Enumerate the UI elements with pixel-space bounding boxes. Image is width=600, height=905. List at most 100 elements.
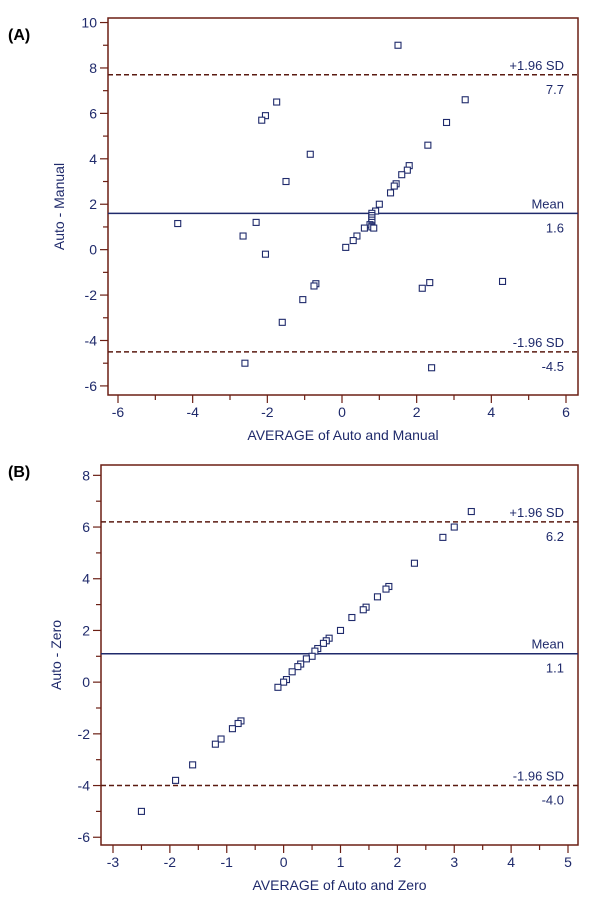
x-tick-label: -1 xyxy=(221,854,234,870)
data-point xyxy=(394,41,402,49)
panel-label: (B) xyxy=(8,464,30,481)
x-tick-label: 3 xyxy=(450,854,458,870)
data-point xyxy=(137,807,145,815)
y-tick-label: 2 xyxy=(89,196,97,212)
data-point xyxy=(261,250,270,258)
mean-label: Mean xyxy=(531,637,564,652)
data-point xyxy=(299,296,307,304)
data-point xyxy=(359,606,367,614)
y-tick-label: 0 xyxy=(89,242,97,258)
x-tick-label: 1 xyxy=(337,854,345,870)
data-point xyxy=(308,652,316,660)
plot-frame xyxy=(107,17,579,396)
chart-panel-a: (A) -6 -4 -2 0 2 4 6 8 10 -6 -4 -2 0 2 4 6 AVERAGE of Aut… xyxy=(8,15,579,443)
data-point xyxy=(252,218,260,226)
data-point xyxy=(278,318,286,326)
lower-limit-label: -1.96 SD xyxy=(513,335,564,350)
y-tick-label: -2 xyxy=(85,287,98,303)
y-tick-label: -4 xyxy=(85,332,98,348)
y-tick-label: -4 xyxy=(78,778,91,794)
y-tick-label: 8 xyxy=(89,60,97,76)
data-point xyxy=(353,232,361,240)
x-tick-label: 2 xyxy=(393,854,401,870)
data-point xyxy=(370,224,378,232)
x-tick-label: 2 xyxy=(413,404,421,420)
y-tick-label: -6 xyxy=(85,378,98,394)
data-point xyxy=(424,141,432,149)
data-point xyxy=(172,776,180,784)
data-point xyxy=(274,683,282,691)
y-tick-label: -6 xyxy=(78,829,91,845)
data-point xyxy=(273,98,281,106)
data-point xyxy=(410,559,418,567)
y-tick-label: 6 xyxy=(89,105,97,121)
x-tick-label: -3 xyxy=(107,854,120,870)
data-point xyxy=(428,364,436,372)
data-point xyxy=(390,182,398,190)
x-tick-label: -6 xyxy=(112,404,125,420)
plot-frame xyxy=(100,464,579,846)
x-tick-label: -4 xyxy=(186,404,199,420)
data-point xyxy=(467,507,475,516)
y-tick-label: 4 xyxy=(89,151,97,167)
upper-limit-value-label: 7.7 xyxy=(546,82,564,97)
data-point xyxy=(228,725,236,733)
data-point xyxy=(373,593,382,601)
x-tick-label: 5 xyxy=(564,854,572,870)
x-tick-label: 4 xyxy=(487,404,495,420)
data-point xyxy=(382,585,390,593)
data-point xyxy=(282,177,290,186)
y-tick-label: 4 xyxy=(82,571,90,587)
y-axis-title: Auto - Zero xyxy=(48,620,64,690)
x-tick-label: 0 xyxy=(280,854,288,870)
upper-limit-label: +1.96 SD xyxy=(509,505,564,520)
data-point xyxy=(288,668,296,676)
lower-limit-value-label: -4.0 xyxy=(542,793,564,808)
data-point xyxy=(348,613,356,622)
data-point xyxy=(398,171,406,179)
data-point xyxy=(375,200,383,208)
y-tick-label: -2 xyxy=(78,726,91,742)
lower-limit-value-label: -4.5 xyxy=(542,359,564,374)
data-point xyxy=(174,219,182,228)
data-point xyxy=(310,282,318,290)
data-point xyxy=(426,279,434,287)
x-tick-label: -2 xyxy=(261,404,274,420)
y-tick-label: 8 xyxy=(82,467,90,483)
upper-limit-value-label: 6.2 xyxy=(546,529,564,544)
x-tick-label: -2 xyxy=(164,854,177,870)
data-point xyxy=(211,740,219,748)
y-axis-title: Auto - Manual xyxy=(51,163,67,250)
y-tick-label: 6 xyxy=(82,519,90,535)
data-point xyxy=(342,243,350,251)
y-tick-label: 2 xyxy=(82,622,90,638)
chart-panel-b: (B) -6 -4 -2 0 2 4 6 8 -3 -2 -1 0 1 2 3 4 5 AVERAGE of Aut… xyxy=(8,464,579,893)
mean-label: Mean xyxy=(531,196,564,211)
data-point xyxy=(234,719,242,728)
data-point xyxy=(241,359,249,367)
data-point xyxy=(302,655,310,663)
data-point xyxy=(360,224,368,232)
y-tick-label: 10 xyxy=(81,15,97,31)
data-point xyxy=(294,663,302,671)
data-point xyxy=(217,735,225,743)
data-point xyxy=(403,166,411,174)
upper-limit-label: +1.96 SD xyxy=(509,58,564,73)
data-point xyxy=(450,523,458,531)
data-point xyxy=(189,761,197,769)
x-axis-title: AVERAGE of Auto and Zero xyxy=(252,877,426,893)
data-point xyxy=(280,678,288,686)
data-point xyxy=(239,232,247,240)
mean-value-label: 1.6 xyxy=(546,220,564,235)
data-point xyxy=(261,112,270,120)
x-tick-label: 6 xyxy=(562,404,570,420)
mean-value-label: 1.1 xyxy=(546,661,564,676)
panel-label: (A) xyxy=(8,27,30,44)
data-point xyxy=(306,150,314,158)
data-point xyxy=(386,189,395,197)
x-axis-title: AVERAGE of Auto and Manual xyxy=(247,427,438,443)
lower-limit-label: -1.96 SD xyxy=(513,769,564,784)
data-point xyxy=(439,533,447,541)
data-point xyxy=(418,284,426,292)
